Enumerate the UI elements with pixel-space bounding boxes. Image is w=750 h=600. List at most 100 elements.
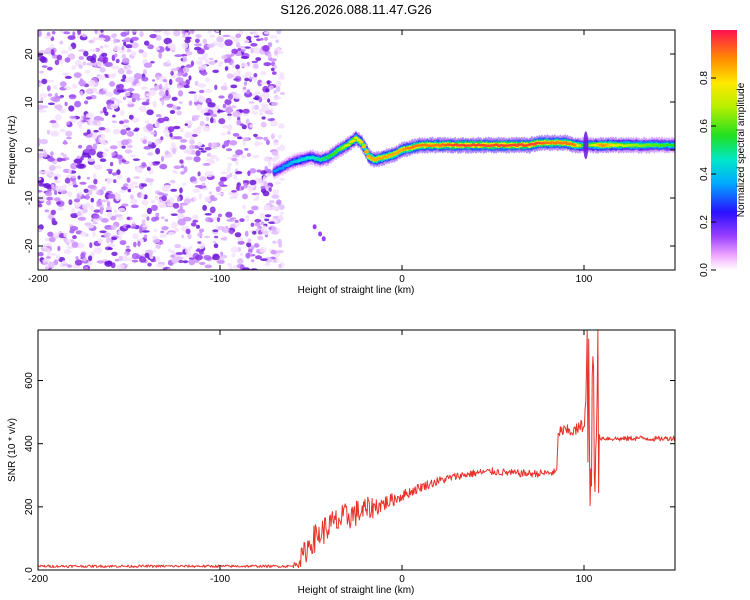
noise-blob xyxy=(126,69,133,75)
noise-blob xyxy=(38,104,44,111)
noise-blob xyxy=(48,236,56,243)
noise-blob xyxy=(179,144,187,150)
noise-blob xyxy=(81,151,90,158)
noise-blob xyxy=(273,89,277,94)
noise-blob xyxy=(163,30,169,35)
noise-blob xyxy=(74,202,81,208)
noise-blob xyxy=(239,253,244,256)
noise-blob xyxy=(153,228,158,233)
noise-blob xyxy=(231,48,238,54)
noise-blob xyxy=(173,165,182,169)
noise-blob xyxy=(46,129,51,135)
noise-blob xyxy=(257,79,263,87)
noise-blob xyxy=(121,145,126,149)
noise-blob xyxy=(195,60,203,65)
noise-blob xyxy=(263,31,271,35)
noise-blob xyxy=(134,127,140,131)
noise-blob xyxy=(63,139,67,145)
noise-blob xyxy=(183,166,188,173)
noise-blob xyxy=(271,101,279,106)
noise-blob xyxy=(210,113,218,118)
noise-blob xyxy=(271,206,280,211)
noise-blob xyxy=(222,34,231,38)
noise-blob xyxy=(215,157,220,162)
noise-blob xyxy=(56,104,63,111)
noise-blob xyxy=(61,72,69,76)
noise-blob xyxy=(242,86,247,90)
noise-blob xyxy=(54,59,60,66)
noise-blob xyxy=(275,181,281,185)
noise-blob xyxy=(71,208,76,214)
noise-blob xyxy=(229,265,233,270)
noise-blob xyxy=(40,138,49,145)
noise-blob xyxy=(213,240,217,244)
noise-blob xyxy=(98,127,106,131)
noise-blob xyxy=(240,154,247,159)
noise-blob xyxy=(109,145,118,150)
x-tick-label: 100 xyxy=(576,574,593,585)
noise-blob xyxy=(64,75,72,79)
noise-blob xyxy=(264,110,272,115)
noise-blob xyxy=(67,264,72,268)
noise-blob xyxy=(242,108,250,114)
noise-blob xyxy=(204,235,210,239)
noise-blob xyxy=(159,204,167,208)
noise-blob xyxy=(242,74,249,79)
noise-blob xyxy=(57,207,64,211)
noise-blob xyxy=(280,211,285,215)
noise-blob xyxy=(153,30,162,33)
noise-blob xyxy=(243,81,248,86)
noise-blob xyxy=(51,31,56,35)
noise-blob xyxy=(130,154,136,158)
noise-blob xyxy=(89,242,93,249)
noise-blob xyxy=(185,252,193,258)
noise-blob xyxy=(150,258,157,263)
noise-blob xyxy=(115,58,120,64)
noise-blob xyxy=(264,214,272,218)
noise-blob xyxy=(113,179,117,184)
noise-blob xyxy=(154,123,161,128)
noise-blob xyxy=(192,115,201,118)
noise-blob xyxy=(150,200,156,204)
noise-blob xyxy=(203,255,212,261)
ridge-cell xyxy=(351,139,356,143)
noise-blob xyxy=(51,184,55,189)
noise-blob xyxy=(251,110,259,115)
noise-blob xyxy=(97,137,106,144)
noise-blob xyxy=(253,63,259,69)
noise-blob xyxy=(262,45,270,52)
noise-blob xyxy=(185,64,193,68)
noise-blob xyxy=(216,217,221,223)
noise-blob xyxy=(50,151,54,157)
noise-blob xyxy=(220,171,229,175)
noise-blob xyxy=(73,198,81,203)
noise-blob xyxy=(277,238,282,245)
noise-blob xyxy=(88,39,94,44)
noise-blob xyxy=(40,97,44,103)
noise-blob xyxy=(216,192,224,196)
noise-blob xyxy=(46,200,52,206)
noise-blob xyxy=(147,125,154,132)
noise-blob xyxy=(103,44,110,49)
noise-blob xyxy=(74,259,83,266)
noise-blob xyxy=(64,57,71,63)
noise-blob xyxy=(268,85,274,90)
noise-blob xyxy=(193,180,198,184)
noise-blob xyxy=(159,233,167,238)
noise-blob xyxy=(197,232,203,238)
noise-blob xyxy=(279,72,285,78)
noise-blob xyxy=(128,87,134,93)
noise-blob xyxy=(144,40,150,46)
ridge-cell xyxy=(330,153,336,156)
noise-blob xyxy=(227,165,231,173)
spectrogram-y-ticks: -20 -10 0 10 20 xyxy=(24,48,675,253)
noise-blob xyxy=(72,184,79,188)
noise-blob xyxy=(166,199,171,205)
snr-x-axis-label: Height of straight line (km) xyxy=(298,585,415,596)
noise-blob xyxy=(143,234,148,239)
noise-blob xyxy=(269,35,278,39)
noise-blob xyxy=(170,68,179,72)
noise-blob xyxy=(250,47,254,54)
noise-blob xyxy=(267,98,271,103)
noise-blob xyxy=(86,55,95,61)
